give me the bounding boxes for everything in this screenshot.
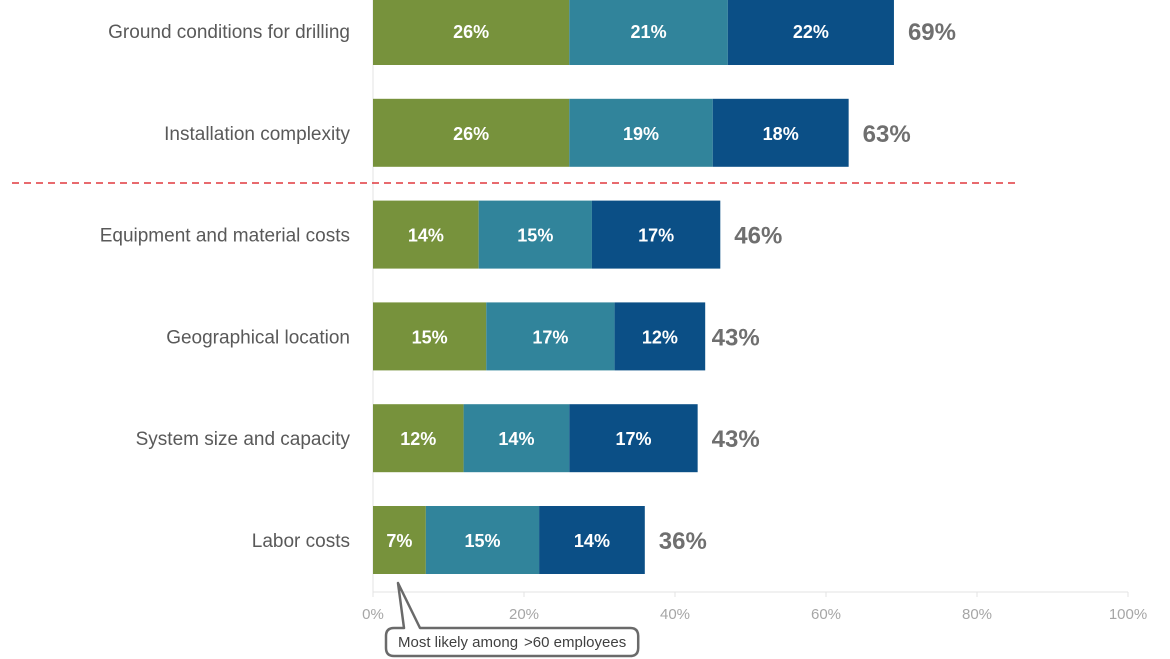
category-label: Installation complexity — [164, 124, 350, 145]
category-label: System size and capacity — [136, 429, 351, 450]
total-label: 63% — [863, 121, 911, 148]
segment-label: 17% — [638, 226, 674, 246]
x-tick-label: 40% — [660, 606, 690, 623]
segment-label: 22% — [793, 22, 829, 42]
callout-text: Most likely among >60 employees — [398, 634, 626, 651]
total-label: 46% — [734, 223, 782, 250]
segment-label: 14% — [574, 531, 610, 551]
segment-label: 14% — [498, 429, 534, 449]
total-label: 69% — [908, 19, 956, 46]
bar-segment — [591, 200, 721, 269]
bar-segment — [569, 404, 698, 473]
category-label: Ground conditions for drilling — [108, 22, 350, 43]
bar-row: Installation complexity 26% 19% 18% 63% — [164, 98, 911, 167]
bar-segment — [569, 0, 728, 65]
segment-label: 7% — [386, 531, 412, 551]
callout-line-2: >60 employees — [524, 634, 626, 651]
bar-segment — [614, 302, 706, 371]
callout: Most likely among >60 employees — [384, 581, 640, 658]
segment-label: 19% — [623, 124, 659, 144]
segment-label: 26% — [453, 22, 489, 42]
bar-segment — [373, 0, 570, 65]
bar-segment — [727, 0, 894, 65]
bar-segment — [373, 200, 479, 269]
bar-segment — [539, 506, 645, 574]
segment-label: 21% — [631, 22, 667, 42]
bar-segment — [373, 98, 570, 167]
bar-segment — [486, 302, 615, 371]
total-label: 43% — [712, 426, 760, 453]
bar-segment — [712, 98, 849, 167]
bar-segment — [425, 506, 540, 574]
segment-label: 17% — [615, 429, 651, 449]
segment-label: 12% — [400, 429, 436, 449]
callout-bubble — [384, 581, 640, 658]
bar-row: Labor costs 7% 15% 14% 36% — [252, 506, 707, 574]
total-label: 43% — [712, 324, 760, 351]
segment-label: 15% — [464, 531, 500, 551]
segment-label: 17% — [532, 327, 568, 347]
bar-segment — [463, 404, 570, 473]
x-tick-label: 100% — [1109, 606, 1147, 623]
x-tick-label: 60% — [811, 606, 841, 623]
category-label: Equipment and material costs — [100, 226, 350, 247]
category-label: Labor costs — [252, 531, 350, 552]
category-label: Geographical location — [166, 327, 350, 348]
bar-row: Equipment and material costs 14% 15% 17% 46% — [100, 200, 782, 269]
segment-label: 15% — [517, 226, 553, 246]
segment-label: 14% — [408, 226, 444, 246]
bar-row: Ground conditions for drilling 26% 21% 22% 6… — [108, 0, 956, 65]
segment-label: 26% — [453, 124, 489, 144]
bars: Ground conditions for drilling 26% 21% 22% 6… — [100, 0, 956, 574]
bar-segment — [373, 506, 426, 574]
x-tick-label: 20% — [509, 606, 539, 623]
bar-row: System size and capacity 12% 14% 17% 43% — [136, 404, 760, 473]
bar-segment — [569, 98, 713, 167]
callout-line-1: Most likely among — [398, 634, 518, 651]
x-tick-label: 80% — [962, 606, 992, 623]
x-tick-label: 0% — [362, 606, 384, 623]
bar-segment — [373, 404, 464, 473]
segment-label: 12% — [642, 327, 678, 347]
total-label: 36% — [659, 528, 707, 555]
segment-label: 15% — [412, 327, 448, 347]
bar-segment — [478, 200, 592, 269]
bar-segment — [373, 302, 487, 371]
segment-label: 18% — [763, 124, 799, 144]
bar-row: Geographical location 15% 17% 12% 43% — [166, 302, 760, 371]
x-axis: 0% 20% 40% 60% 80% 100% — [362, 0, 1147, 623]
